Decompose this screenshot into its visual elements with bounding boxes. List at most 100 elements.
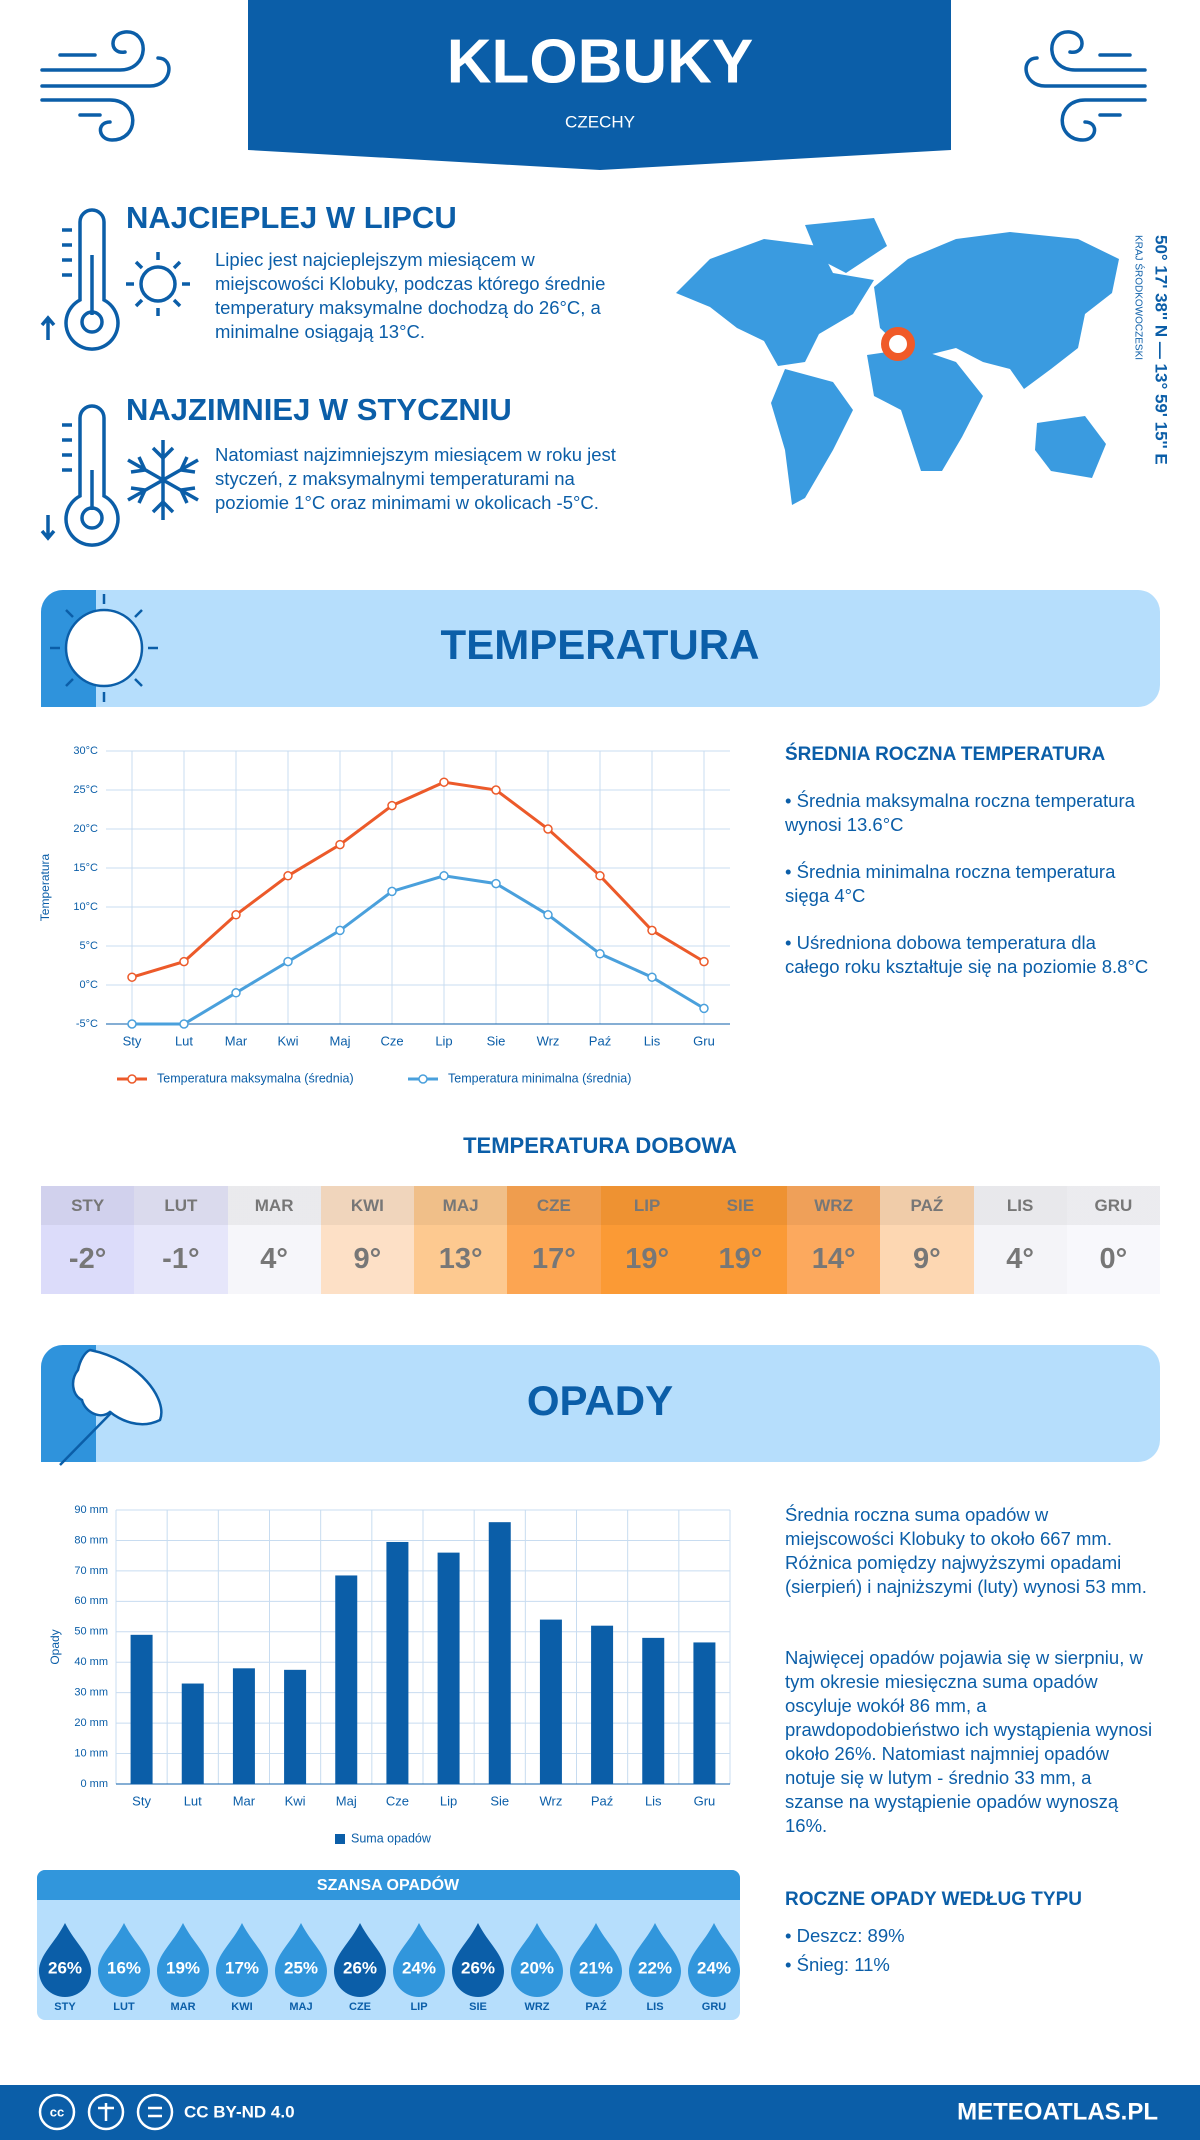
table-cell: LIP 19° <box>600 1186 694 1294</box>
type-item: • Śnieg: 11% <box>785 1954 890 1975</box>
chance-value: 24% <box>402 1958 436 1977</box>
drop <box>39 1923 91 1997</box>
point <box>283 871 293 881</box>
temperature-value: 19° <box>625 1243 670 1275</box>
month-label: GRU <box>1066 1186 1160 1225</box>
thermometer-cold-icon <box>40 404 199 547</box>
x-tick-label: Wrz <box>537 1033 560 1048</box>
legend-label: Suma opadów <box>351 1831 432 1845</box>
drop <box>511 1923 563 1997</box>
cc-mark: cc <box>50 2104 64 2119</box>
x-tick-label: Gru <box>693 1033 715 1048</box>
temperature-value: 9° <box>913 1243 941 1275</box>
bar <box>539 1619 562 1784</box>
month-label: LIP <box>600 1186 694 1225</box>
y-tick-label: 0 mm <box>81 1778 109 1790</box>
coldest-title: NAJZIMNIEJ W STYCZNIU <box>126 392 512 427</box>
x-tick-label: Lut <box>175 1033 193 1048</box>
x-tick-label: Paź <box>589 1033 611 1048</box>
point <box>439 871 449 881</box>
chance-value: 21% <box>579 1958 613 1977</box>
city-title: KLOBUKY <box>447 27 754 96</box>
y-axis-label: Temperatura <box>38 853 52 921</box>
chance-month: SIE <box>469 2001 487 2013</box>
x-tick-label: Paź <box>591 1793 613 1808</box>
hottest-title: NAJCIEPLEJ W LIPCU <box>126 200 457 235</box>
daily-temperature-title: TEMPERATURA DOBOWA <box>463 1133 737 1158</box>
month-label: WRZ <box>787 1186 881 1225</box>
chance-value: 17% <box>225 1958 259 1977</box>
y-tick-label: 15°C <box>73 862 98 874</box>
point <box>699 1003 709 1014</box>
month-label: LUT <box>134 1186 228 1225</box>
point <box>699 956 709 967</box>
bar <box>181 1683 204 1784</box>
table-cell: PAŹ 9° <box>880 1186 974 1294</box>
point <box>543 824 553 834</box>
point <box>387 800 397 811</box>
point <box>491 785 501 795</box>
point <box>647 925 657 936</box>
table-cell: WRZ 14° <box>787 1186 881 1294</box>
point <box>283 956 293 967</box>
temperature-value: 4° <box>1006 1243 1034 1275</box>
y-tick-label: 10°C <box>73 901 98 913</box>
thermometer-hot-icon <box>40 208 190 351</box>
table-cell: GRU 0° <box>1066 1186 1160 1294</box>
legend-swatch <box>127 1074 137 1084</box>
temperature-value: 0° <box>1099 1243 1128 1275</box>
drop <box>570 1923 622 1997</box>
x-tick-label: Lis <box>645 1793 662 1808</box>
bar <box>488 1522 511 1784</box>
precipitation-banner <box>41 1345 1160 1462</box>
header-banner <box>248 0 951 170</box>
x-tick-label: Sie <box>490 1793 509 1808</box>
license-icons <box>38 2093 174 2131</box>
temperature-value: -2° <box>68 1243 107 1275</box>
paragraph: Średnia roczna suma opadów w miejscowośc… <box>785 1504 1147 1597</box>
table-cell: STY -2° <box>41 1186 135 1294</box>
umbrella-icon <box>59 1348 163 1466</box>
table-cell: KWI 9° <box>320 1186 414 1294</box>
x-tick-label: Wrz <box>539 1793 562 1808</box>
bar <box>437 1552 460 1784</box>
x-tick-label: Mar <box>233 1793 256 1808</box>
x-tick-label: Lip <box>435 1033 452 1048</box>
chance-month: KWI <box>231 2001 252 2013</box>
month-label: MAJ <box>414 1186 508 1225</box>
site-name[interactable]: METEOATLAS.PL <box>957 2098 1158 2125</box>
chance-month: STY <box>54 2001 76 2013</box>
section-title: TEMPERATURA <box>441 621 760 668</box>
coldest-text: Natomiast najzimniejszym miesiącem w rok… <box>215 444 616 513</box>
chance-month: LUT <box>113 2001 135 2013</box>
month-label: LIS <box>973 1186 1067 1225</box>
point <box>335 925 345 936</box>
legend-swatch <box>418 1074 428 1084</box>
sun-icon <box>50 594 158 702</box>
drop <box>98 1923 150 1997</box>
license: CC BY-ND 4.0 <box>184 2102 295 2121</box>
y-tick-label: 50 mm <box>74 1626 108 1638</box>
temperature-value: 17° <box>531 1243 576 1275</box>
legend-label: Temperatura maksymalna (średnia) <box>157 1071 354 1085</box>
chance-month: MAR <box>170 2001 195 2013</box>
y-tick-label: -5°C <box>76 1018 98 1030</box>
drop <box>334 1923 386 1997</box>
drop <box>629 1923 681 1997</box>
table-cell: MAJ 13° <box>414 1186 508 1294</box>
series-line <box>132 874 705 1026</box>
wind-icon-right <box>1024 30 1147 142</box>
point <box>127 1019 137 1029</box>
daily-temperature-table: STY -2° LUT -1° MAR 4° KWI 9° MAJ 13° CZE 17° LIP 19°… <box>41 1186 1160 1294</box>
x-tick-label: Sie <box>487 1033 506 1048</box>
x-tick-label: Maj <box>330 1033 351 1048</box>
bar <box>130 1634 153 1784</box>
bar <box>284 1669 307 1784</box>
chance-box <box>37 1870 740 2020</box>
x-tick-label: Lip <box>440 1793 457 1808</box>
x-tick-label: Lut <box>184 1793 202 1808</box>
temperature-value: 13° <box>438 1243 483 1275</box>
month-label: STY <box>41 1186 135 1225</box>
point <box>179 1019 189 1029</box>
